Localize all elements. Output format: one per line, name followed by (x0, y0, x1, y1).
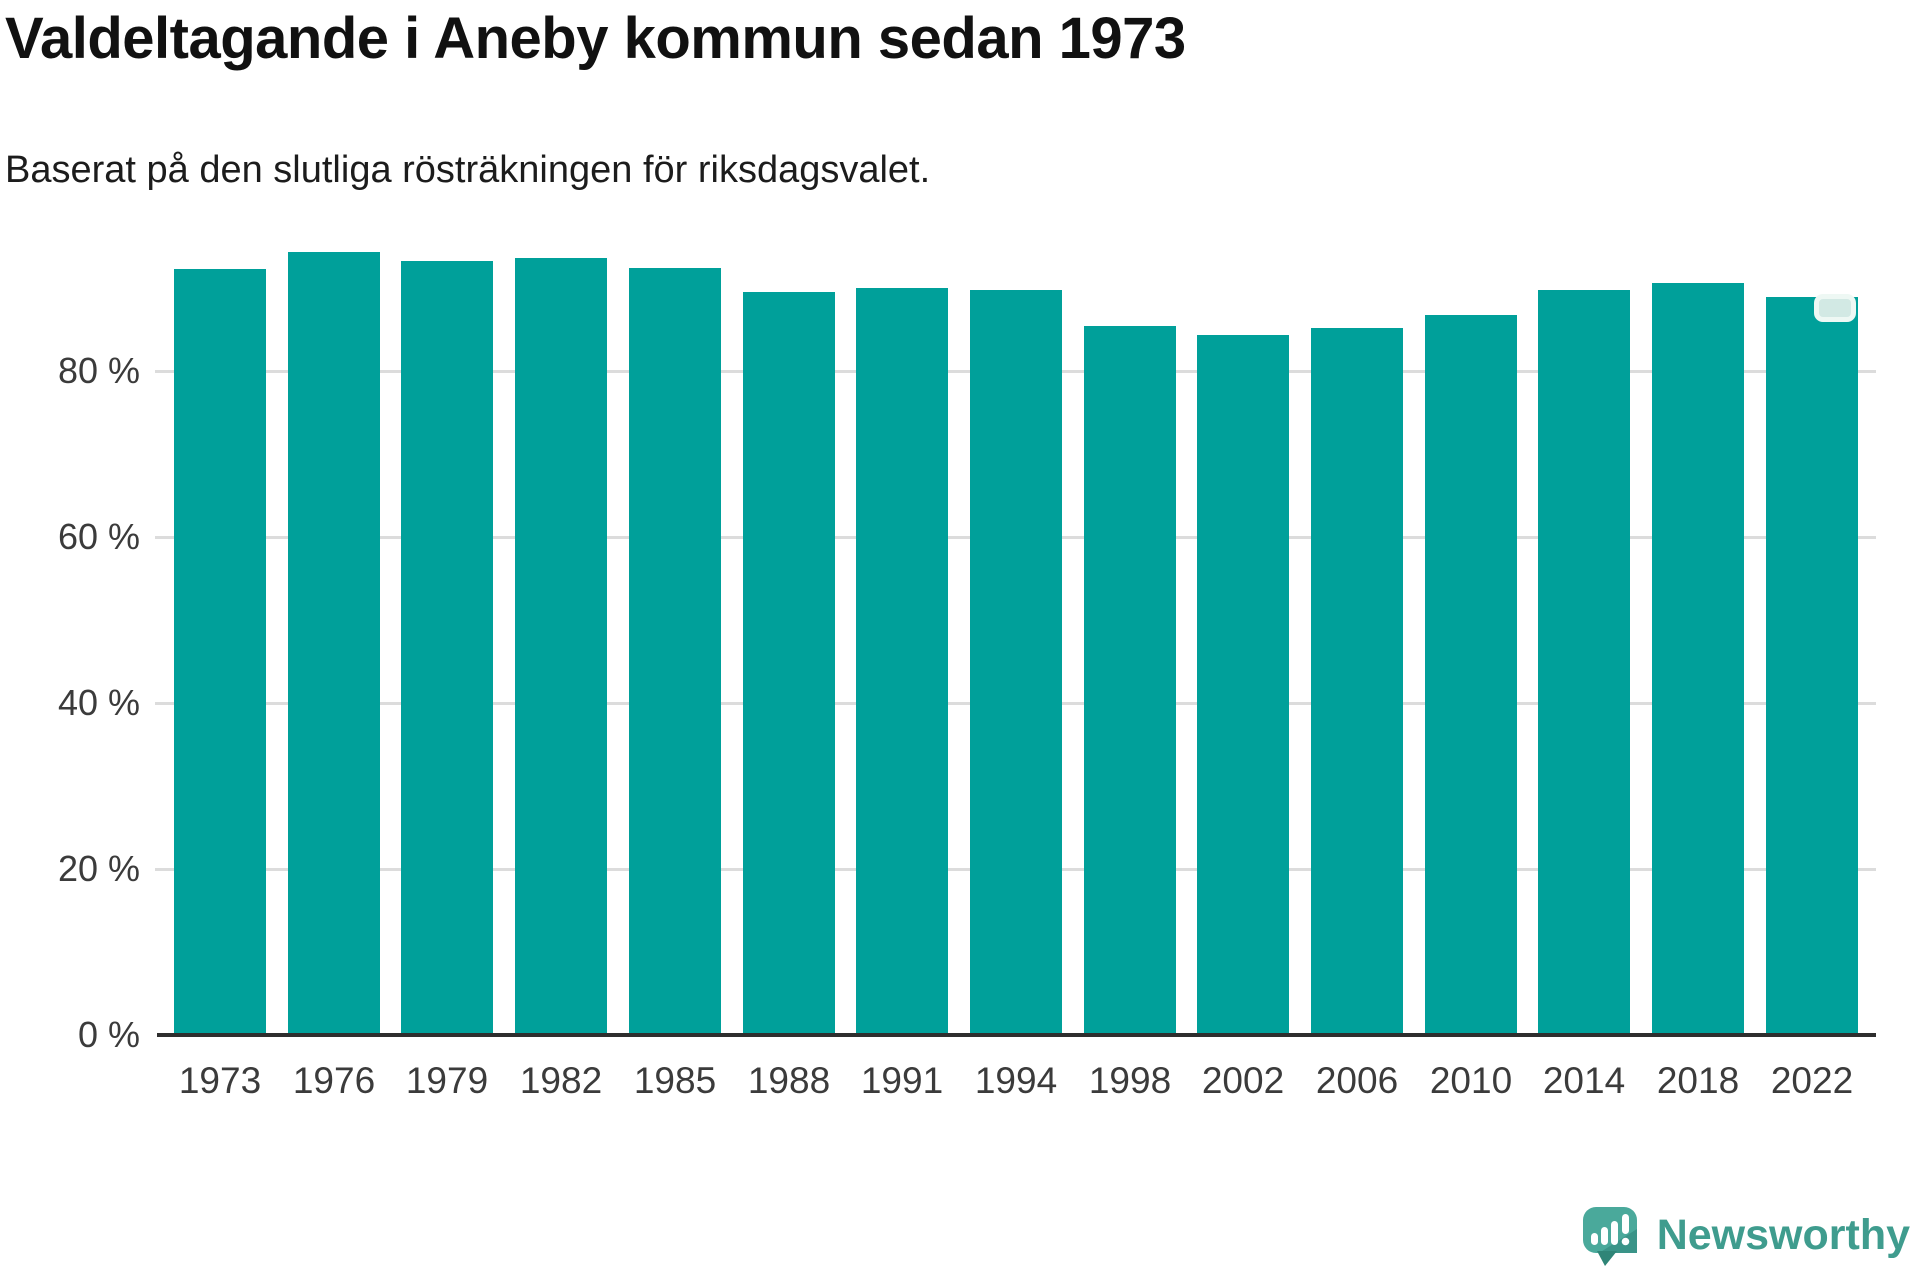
y-tick-label-80: 80 % (57, 350, 140, 391)
x-tick-label-2014: 2014 (1542, 1060, 1626, 1101)
bar-1979 (401, 261, 493, 1035)
bar-1985 (629, 268, 721, 1035)
chart-subtitle: Baserat på den slutliga rösträkningen fö… (5, 149, 931, 191)
y-tick-label-60: 60 % (57, 516, 140, 557)
bar-1991 (856, 288, 948, 1035)
bar-1988 (743, 292, 835, 1035)
bar-2014 (1538, 290, 1630, 1035)
latest-value-handle[interactable] (1814, 294, 1856, 322)
x-tick-label-1988: 1988 (747, 1060, 831, 1101)
chart-title: Valdeltagande i Aneby kommun sedan 1973 (5, 6, 1186, 71)
bar-2002 (1197, 335, 1289, 1035)
x-tick-label-1985: 1985 (633, 1060, 717, 1101)
branding: Newsworthy (1579, 1204, 1910, 1266)
x-tick-label-1982: 1982 (519, 1060, 603, 1101)
x-tick-label-1994: 1994 (974, 1060, 1058, 1101)
y-tick-label-40: 40 % (57, 682, 140, 723)
x-tick-label-1976: 1976 (292, 1060, 376, 1101)
bar-2006 (1311, 328, 1403, 1035)
newsworthy-logo-text: Newsworthy (1656, 1210, 1910, 1259)
x-tick-label-1991: 1991 (860, 1060, 944, 1101)
bar-1976 (288, 252, 380, 1035)
newsworthy-logo-icon (1579, 1203, 1641, 1267)
x-tick-label-2010: 2010 (1429, 1060, 1513, 1101)
x-tick-label-1998: 1998 (1088, 1060, 1172, 1101)
x-tick-label-2018: 2018 (1656, 1060, 1740, 1101)
y-tick-label-0: 0 % (77, 1014, 140, 1055)
bar-2010 (1425, 315, 1517, 1035)
bar-2018 (1652, 283, 1744, 1035)
x-tick-label-1979: 1979 (405, 1060, 489, 1101)
x-tick-label-2006: 2006 (1315, 1060, 1399, 1101)
x-axis-line (157, 1033, 1876, 1037)
bar-1998 (1084, 326, 1176, 1035)
y-tick-label-20: 20 % (57, 848, 140, 889)
bar-2022 (1766, 297, 1858, 1035)
x-tick-label-2022: 2022 (1770, 1060, 1854, 1101)
x-tick-label-1973: 1973 (178, 1060, 262, 1101)
bar-1973 (174, 269, 266, 1035)
bar-1994 (970, 290, 1062, 1035)
x-tick-label-2002: 2002 (1201, 1060, 1285, 1101)
bar-1982 (515, 258, 607, 1035)
